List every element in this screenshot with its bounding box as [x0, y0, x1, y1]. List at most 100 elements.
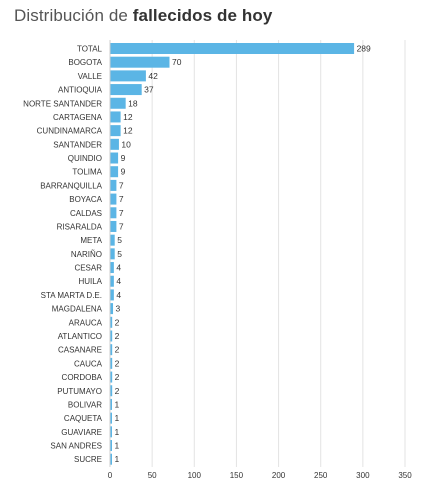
category-label: ANTIOQUIA	[58, 86, 103, 95]
value-label: 7	[119, 194, 124, 204]
value-label: 70	[172, 57, 182, 67]
category-label: BOGOTA	[68, 58, 102, 67]
category-label: ATLANTICO	[58, 332, 102, 341]
category-label: NORTE SANTANDER	[23, 99, 102, 108]
value-label: 37	[144, 85, 154, 95]
x-tick-label: 300	[356, 471, 370, 480]
category-label: BOYACA	[69, 195, 102, 204]
value-label: 1	[115, 454, 120, 464]
category-label: CASANARE	[58, 346, 102, 355]
category-label: SUCRE	[74, 455, 102, 464]
bar	[110, 357, 113, 369]
bar	[110, 316, 113, 328]
bar	[110, 84, 142, 96]
value-label: 4	[116, 290, 121, 300]
bar	[110, 179, 117, 191]
bar	[110, 248, 115, 260]
category-label: STA MARTA D.E.	[41, 291, 102, 300]
value-label: 7	[119, 221, 124, 231]
category-label: NARIÑO	[71, 250, 102, 259]
x-tick-label: 250	[314, 471, 328, 480]
value-label: 12	[123, 112, 133, 122]
x-tick-label: 150	[230, 471, 244, 480]
x-tick-label: 350	[398, 471, 412, 480]
value-label: 42	[148, 71, 158, 81]
chart-title: Distribución de fallecidos de hoy	[14, 6, 272, 26]
x-tick-label: 0	[108, 471, 113, 480]
value-label: 7	[119, 180, 124, 190]
value-label: 289	[357, 44, 371, 54]
category-label: GUAVIARE	[61, 428, 102, 437]
bar	[110, 234, 115, 246]
value-label: 2	[115, 345, 120, 355]
value-label: 1	[115, 427, 120, 437]
category-label: SANTANDER	[53, 140, 102, 149]
value-label: 2	[115, 331, 120, 341]
category-label: META	[80, 236, 102, 245]
bar	[110, 56, 170, 68]
value-label: 18	[128, 98, 138, 108]
value-label: 7	[119, 208, 124, 218]
category-label: RISARALDA	[57, 222, 103, 231]
category-label: HUILA	[78, 277, 102, 286]
bar	[110, 43, 355, 54]
bar	[110, 289, 114, 301]
category-label: CESAR	[74, 264, 102, 273]
value-label: 2	[115, 372, 120, 382]
value-label: 9	[121, 167, 126, 177]
chart-title-prefix: Distribución de	[14, 6, 128, 25]
value-label: 5	[117, 235, 122, 245]
category-label: TOLIMA	[72, 168, 102, 177]
bar	[110, 138, 119, 150]
bar	[110, 125, 121, 137]
category-label: CORDOBA	[62, 373, 103, 382]
value-label: 1	[115, 441, 120, 451]
category-label: VALLE	[78, 72, 102, 81]
category-label: QUINDIO	[68, 154, 102, 163]
category-label: CUNDINAMARCA	[37, 127, 103, 136]
bar	[110, 97, 126, 109]
bar	[110, 166, 119, 178]
bar	[110, 70, 146, 82]
bar	[110, 275, 114, 287]
value-label: 1	[115, 399, 120, 409]
bar	[110, 111, 121, 123]
value-label: 5	[117, 249, 122, 259]
chart-title-highlight: fallecidos de hoy	[132, 6, 273, 25]
value-label: 9	[121, 153, 126, 163]
value-label: 2	[115, 386, 120, 396]
x-tick-label: 100	[188, 471, 202, 480]
category-label: CARTAGENA	[53, 113, 103, 122]
value-label: 2	[115, 317, 120, 327]
bar	[110, 262, 114, 274]
value-label: 4	[116, 276, 121, 286]
bar	[110, 152, 119, 164]
value-label: 3	[116, 304, 121, 314]
bar	[110, 207, 117, 219]
bar	[110, 371, 113, 383]
value-label: 10	[121, 139, 131, 149]
bar	[110, 330, 113, 342]
bar	[110, 344, 113, 356]
bar	[110, 193, 117, 205]
bar	[110, 453, 112, 465]
category-label: SAN ANDRES	[50, 442, 102, 451]
category-label: BARRANQUILLA	[40, 181, 102, 190]
category-label: BOLIVAR	[68, 400, 102, 409]
x-tick-label: 50	[148, 471, 157, 480]
bar	[110, 412, 112, 424]
category-label: PUTUMAYO	[57, 387, 102, 396]
category-label: ARAUCA	[69, 318, 103, 327]
bar	[110, 220, 117, 232]
bar	[110, 440, 112, 452]
category-label: CAQUETA	[64, 414, 103, 423]
category-label: MAGDALENA	[52, 305, 103, 314]
value-label: 4	[116, 263, 121, 273]
bar	[110, 303, 114, 315]
category-label: CAUCA	[74, 359, 103, 368]
category-label: CALDAS	[70, 209, 102, 218]
bar	[110, 426, 112, 438]
value-label: 1	[115, 413, 120, 423]
category-label: TOTAL	[77, 45, 103, 54]
